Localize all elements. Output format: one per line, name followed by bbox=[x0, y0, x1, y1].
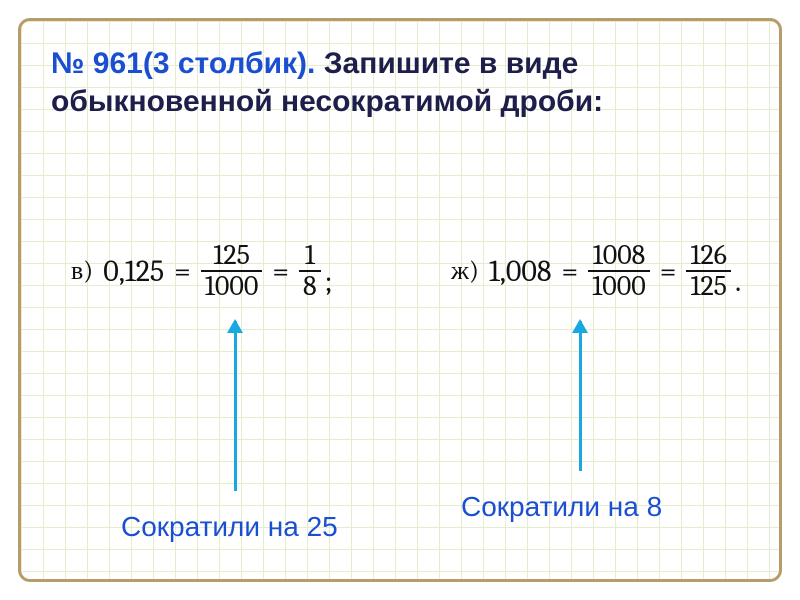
terminator-period: . bbox=[735, 264, 741, 299]
equals-sign: = bbox=[272, 254, 289, 289]
fraction-125-1000: 125 1000 bbox=[201, 241, 263, 302]
equation-v: в) 0,125 = 125 1000 = 1 8 ; bbox=[71, 241, 333, 302]
eq-decimal-v: 0,125 bbox=[103, 254, 164, 289]
equals-sign: = bbox=[660, 254, 677, 289]
eq-label-v: в) bbox=[71, 256, 93, 286]
fraction-126-125: 126 125 bbox=[686, 241, 731, 302]
equals-sign: = bbox=[562, 254, 579, 289]
equation-zh: ж) 1,008 = 1008 1000 = 126 125 . bbox=[451, 241, 741, 302]
fraction-1-8: 1 8 bbox=[299, 241, 321, 302]
eq-label-zh: ж) bbox=[451, 256, 479, 286]
problem-number: № 961(3 столбик). bbox=[51, 47, 315, 80]
arrow-right bbox=[579, 321, 582, 471]
grid-paper: № 961(3 столбик). Запишите в виде обыкно… bbox=[18, 18, 782, 582]
eq-decimal-zh: 1,008 bbox=[489, 254, 552, 289]
fraction-1008-1000: 1008 1000 bbox=[588, 241, 650, 302]
terminator-semicolon: ; bbox=[325, 264, 333, 299]
caption-simplified-8: Сократили на 8 bbox=[461, 491, 662, 523]
content-area: № 961(3 столбик). Запишите в виде обыкно… bbox=[21, 21, 779, 579]
caption-simplified-25: Сократили на 25 bbox=[121, 511, 338, 543]
equals-sign: = bbox=[174, 254, 191, 289]
title-block: № 961(3 столбик). Запишите в виде обыкно… bbox=[51, 45, 749, 120]
outer-frame: № 961(3 столбик). Запишите в виде обыкно… bbox=[0, 0, 800, 600]
arrow-left bbox=[234, 321, 237, 491]
